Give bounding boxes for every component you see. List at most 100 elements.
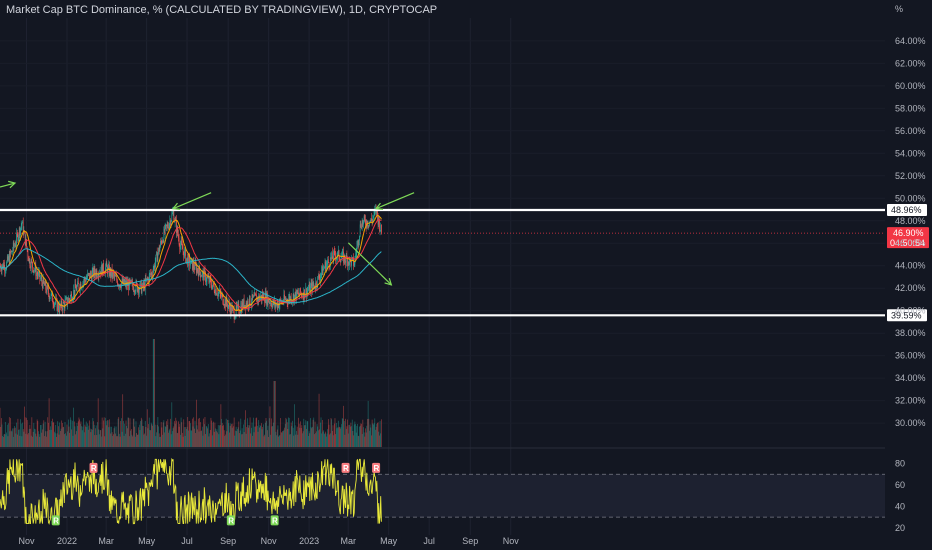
candle-body <box>370 218 372 222</box>
volume-bar <box>204 417 206 447</box>
volume-bar <box>371 435 372 447</box>
candle-body <box>123 278 124 284</box>
volume-bar <box>222 425 224 447</box>
volume-bar <box>294 425 296 447</box>
candle-body <box>181 240 183 245</box>
volume-bar <box>289 434 291 447</box>
volume-bar <box>123 420 124 447</box>
candle-body <box>22 221 24 235</box>
volume-bar <box>316 431 317 447</box>
volume-bar <box>119 433 120 447</box>
volume-bar <box>325 436 327 447</box>
candle-body <box>201 271 203 276</box>
volume-bar <box>10 430 12 447</box>
candle-body <box>11 250 13 252</box>
volume-bar <box>299 427 301 447</box>
volume-bar <box>53 422 55 447</box>
volume-bar <box>371 419 373 447</box>
volume-bar <box>7 436 9 447</box>
volume-bar <box>186 426 188 447</box>
volume-bar <box>277 425 279 447</box>
candle-body <box>47 285 49 288</box>
candle-body <box>233 309 235 319</box>
candle-body <box>148 278 149 283</box>
volume-bar <box>235 430 236 447</box>
candle-body <box>111 268 113 278</box>
candle-body <box>41 277 43 283</box>
volume-bar <box>342 418 344 447</box>
volume-bar <box>367 400 369 447</box>
volume-bar <box>278 436 279 447</box>
candle-body <box>56 299 58 311</box>
volume-bar <box>94 435 96 447</box>
volume-bar <box>339 426 340 447</box>
volume-bar <box>40 425 41 447</box>
volume-bar <box>46 436 47 447</box>
candle-body <box>49 297 51 299</box>
candle-body <box>216 294 218 296</box>
volume-bar <box>63 426 65 447</box>
volume-bar <box>14 427 16 447</box>
time-axis[interactable]: Nov 2022 Mar May Jul Sep Nov 2023 Mar May Jul Sep No… <box>19 536 520 546</box>
level-lines[interactable]: 48.96% 39.59% 46.90%04:50:54 <box>0 203 929 322</box>
volume-bar <box>373 423 375 447</box>
annotation-arrows[interactable] <box>0 180 415 286</box>
candle-body <box>77 281 78 286</box>
volume-bar <box>229 432 230 447</box>
candle-body <box>251 294 253 304</box>
volume-bar <box>317 426 319 447</box>
candle-body <box>174 221 175 223</box>
candle-body <box>376 210 378 213</box>
candle-body <box>241 305 242 313</box>
candle-body <box>349 257 351 260</box>
volume-bar <box>257 425 258 447</box>
volume-bar <box>263 436 265 447</box>
volume-bar <box>184 435 186 447</box>
candle-body <box>136 283 138 292</box>
candle-body <box>215 289 216 295</box>
volume-bar <box>316 424 318 447</box>
candle-body <box>310 283 312 286</box>
volume-bar <box>1 424 3 447</box>
candle-body <box>4 270 6 272</box>
volume-bar <box>223 424 224 447</box>
volume-bar <box>352 430 354 447</box>
candle-body <box>197 268 199 272</box>
volume-bar <box>11 431 13 447</box>
candle-body <box>44 282 45 286</box>
candle-body <box>83 278 85 282</box>
volume-bar <box>162 422 164 447</box>
candle-body <box>323 268 325 270</box>
candle-body <box>196 268 198 273</box>
candle-body <box>237 304 238 308</box>
volume-bar <box>77 426 78 447</box>
candle-body <box>35 265 37 277</box>
candle-body <box>83 281 84 283</box>
volume-bar <box>146 409 148 447</box>
candle-body <box>262 293 264 299</box>
volume-bar <box>55 424 57 447</box>
candle-body <box>324 261 326 268</box>
volume-bar <box>248 427 250 447</box>
price-axis[interactable]: 64.00% 62.00% 60.00% 58.00% 56.00% 54.00% 52.0… <box>895 36 926 428</box>
candle-body <box>160 241 161 247</box>
candle-body <box>90 272 92 276</box>
volume-bar <box>41 432 43 447</box>
candle-body <box>245 302 247 310</box>
volume-bar <box>114 426 116 447</box>
candle-body <box>337 251 338 257</box>
candle-body <box>162 240 164 242</box>
volume-bar <box>182 436 184 447</box>
candle-body <box>101 265 102 275</box>
volume-bar <box>27 434 29 447</box>
volume-bar <box>193 428 195 447</box>
volume-bar <box>344 434 346 447</box>
volume-bar <box>369 424 371 447</box>
chart-title: Market Cap BTC Dominance, % (CALCULATED … <box>6 4 438 16</box>
volume-bar <box>218 434 220 447</box>
candle-body <box>160 241 162 242</box>
volume-bar <box>152 425 153 447</box>
volume-bar <box>378 431 380 447</box>
volume-bar <box>255 418 257 447</box>
